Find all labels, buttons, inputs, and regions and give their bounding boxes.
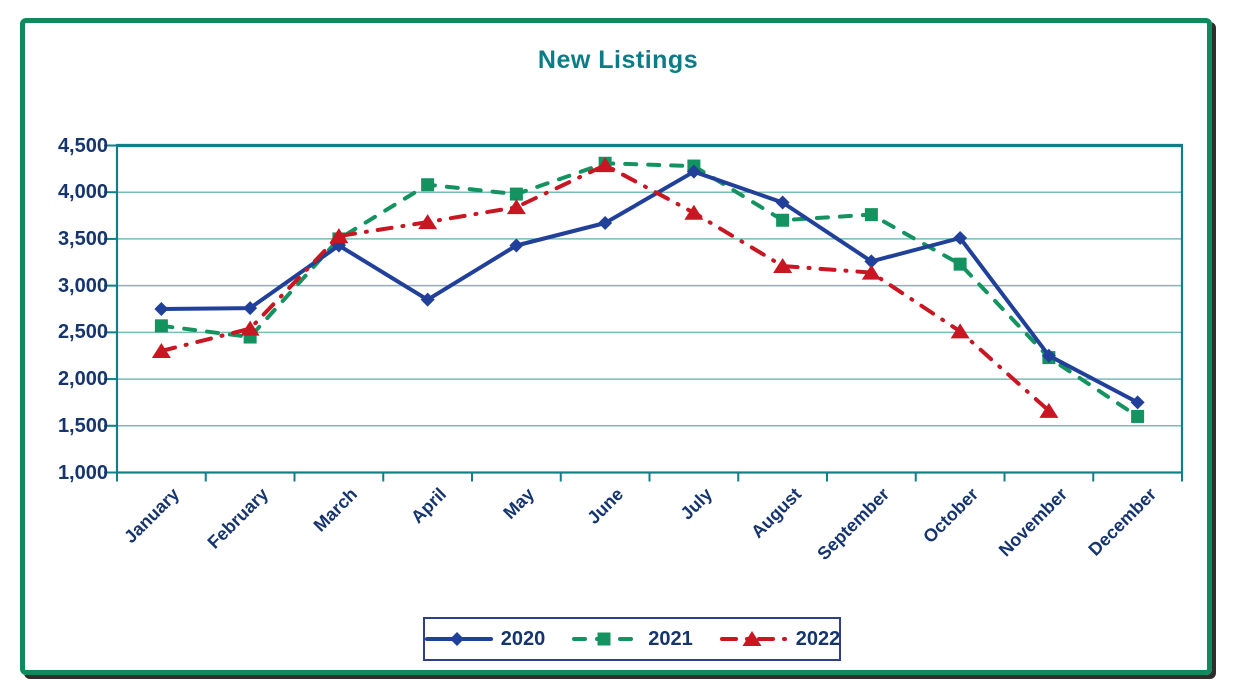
legend-square-line-icon [572, 632, 641, 646]
y-axis-label: 1,500 [57, 414, 108, 437]
series-line-2021 [159, 161, 1140, 419]
marker-2020 [154, 302, 169, 316]
legend-item-2022: 2022 [719, 628, 841, 650]
series-line-2020 [159, 169, 1140, 405]
marker-2022 [950, 323, 970, 339]
y-axis-label: 4,500 [57, 134, 108, 157]
marker-2022 [595, 157, 615, 173]
legend-diamond-line-icon [424, 632, 493, 646]
marker-2022 [684, 204, 704, 220]
y-axis-label: 2,500 [57, 321, 108, 344]
marker-2021 [864, 208, 878, 222]
legend-item-2021: 2021 [571, 629, 693, 649]
marker-2020 [1130, 395, 1145, 410]
marker-2021 [953, 257, 967, 271]
legend-item-2020: 2020 [424, 628, 546, 650]
marker-2020 [953, 230, 968, 245]
y-axis-label: 4,000 [57, 181, 108, 204]
chart-title: New Listings [537, 46, 699, 74]
marker-2020 [686, 164, 701, 179]
legend-triangle-line-icon [719, 631, 788, 646]
marker-2020 [598, 216, 613, 231]
series-line-2022 [159, 163, 1051, 413]
legend-label: 2020 [500, 628, 546, 650]
legend-marker-2021 [597, 632, 611, 646]
y-axis-label: 3,500 [57, 227, 108, 250]
marker-2021 [154, 319, 168, 333]
marker-2022 [240, 320, 260, 336]
marker-2020 [1041, 348, 1056, 363]
marker-2022 [773, 258, 793, 274]
marker-2021 [776, 213, 790, 227]
marker-2022 [329, 228, 349, 244]
legend-label: 2022 [795, 628, 841, 650]
marker-2021 [509, 187, 523, 201]
marker-2022 [861, 264, 881, 280]
legend-marker-2020 [449, 632, 464, 646]
y-axis-label: 1,000 [57, 461, 108, 484]
marker-2022 [151, 343, 171, 359]
y-axis-label: 3,000 [57, 274, 108, 297]
marker-2022 [1039, 402, 1059, 418]
legend-label: 2021 [648, 628, 693, 650]
marker-2020 [509, 238, 524, 253]
marker-2020 [243, 301, 258, 316]
marker-2022 [418, 214, 438, 230]
marker-2020 [775, 195, 790, 210]
marker-2022 [506, 199, 526, 215]
chart-frame [20, 18, 1212, 675]
y-axis-label: 2,000 [57, 368, 108, 391]
marker-2021 [1131, 409, 1145, 423]
marker-2021 [421, 178, 435, 192]
legend: 2020 2021 2022 [423, 617, 841, 661]
legend-marker-2022 [742, 631, 762, 646]
marker-2020 [864, 254, 879, 269]
plot-border [115, 144, 1184, 474]
marker-2020 [420, 292, 435, 307]
